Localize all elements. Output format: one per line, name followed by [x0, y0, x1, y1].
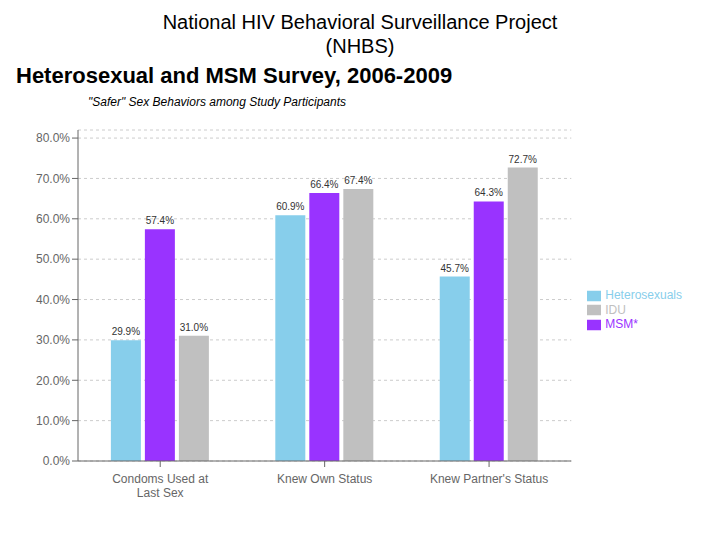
svg-text:31.0%: 31.0%	[180, 322, 208, 333]
svg-text:57.4%: 57.4%	[146, 215, 174, 226]
svg-text:Knew Partner's Status: Knew Partner's Status	[430, 472, 548, 486]
svg-text:Knew Own Status: Knew Own Status	[277, 472, 372, 486]
svg-text:64.3%: 64.3%	[475, 187, 503, 198]
html-text:National HIV Behavioral Survei: National HIV Behavioral Surveillance Pro…	[162, 11, 558, 57]
svg-text:60.0%: 60.0%	[36, 212, 70, 226]
html-text:"Safer" Sex Behaviors among St: "Safer" Sex Behaviors among Study Partic…	[88, 95, 346, 109]
svg-text:60.9%: 60.9%	[276, 201, 304, 212]
svg-text:67.4%: 67.4%	[344, 175, 372, 186]
svg-text:80.0%: 80.0%	[36, 131, 70, 145]
svg-text:10.0%: 10.0%	[36, 414, 70, 428]
html-text:Heterosexual and MSM Survey, 2: Heterosexual and MSM Survey, 2006-2009	[16, 63, 453, 88]
svg-text:50.0%: 50.0%	[36, 252, 70, 266]
svg-text:40.0%: 40.0%	[36, 293, 70, 307]
svg-text:20.0%: 20.0%	[36, 374, 70, 388]
svg-text:0.0%: 0.0%	[43, 454, 71, 468]
svg-text:29.9%: 29.9%	[112, 326, 140, 337]
html-text:Heterosexuals: Heterosexuals	[605, 287, 682, 302]
svg-text:30.0%: 30.0%	[36, 333, 70, 347]
html-text:MSM*: MSM*	[605, 317, 638, 332]
html-text:IDU: IDU	[605, 302, 626, 317]
svg-text:72.7%: 72.7%	[509, 154, 537, 165]
svg-text:66.4%: 66.4%	[310, 179, 338, 190]
svg-text:Condoms Used atLast Sex: Condoms Used atLast Sex	[112, 472, 209, 500]
svg-text:45.7%: 45.7%	[441, 263, 469, 274]
svg-text:70.0%: 70.0%	[36, 172, 70, 186]
